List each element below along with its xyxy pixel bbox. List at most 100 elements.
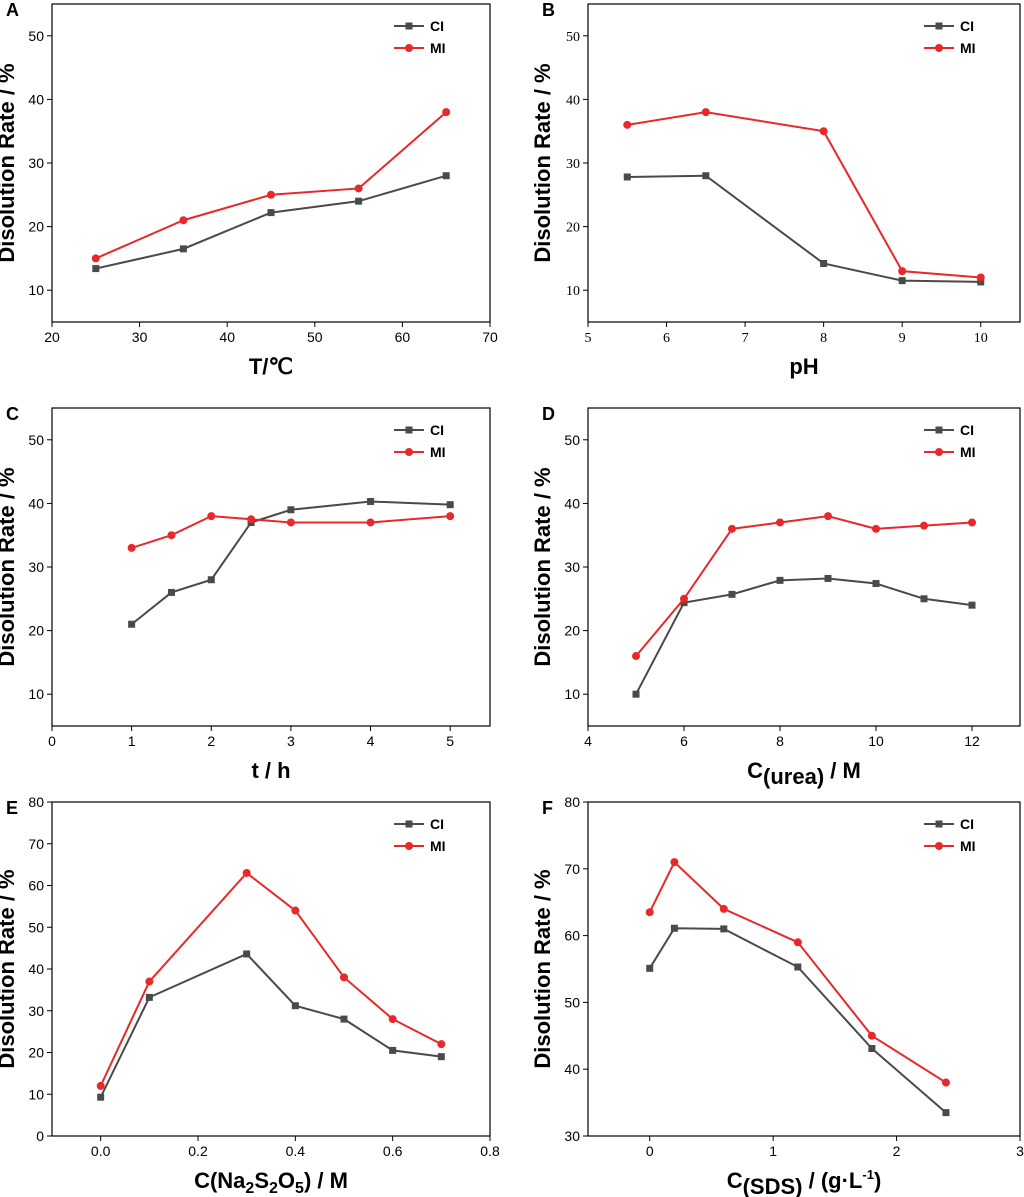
y-tick-label: 0 [36,1128,44,1144]
y-tick-label: 20 [564,623,580,639]
data-point-ci [291,1002,299,1010]
data-point-ci [977,278,985,286]
x-tick-label: 0.8 [480,1143,500,1159]
series-line-mi-d [635,515,973,657]
series-line-mi-f [648,860,947,1084]
data-point-ci [92,265,100,273]
panel-b: B 5 6 7 8 9 10 10 20 30 40 50 Disolution Rate / % pH C… [530,0,1021,379]
data-point-mi [701,108,710,117]
x-tick-label: 10 [868,733,884,749]
data-point-ci [794,963,802,971]
panel-letter-a: A [6,0,19,20]
y-tick-label: 50 [566,30,580,45]
data-point-mi [793,938,802,947]
data-point-mi [388,1015,397,1024]
data-point-mi [247,515,256,524]
legend-entry-ci: CI [924,422,974,438]
panel-letter-e: E [6,798,18,818]
y-tick-label: 80 [564,794,580,810]
x-title-sub: 2 [269,1180,278,1197]
y-tick-label: 10 [566,284,580,299]
x-tick-label: 4 [367,733,375,749]
series-line-ci-e [99,952,442,1098]
data-point-mi [670,858,679,867]
y-axis-title-c: Disolution Rate / % [0,467,19,666]
data-point-ci [243,950,251,958]
x-tick-label: 20 [44,329,60,345]
legend-entry-ci: CI [924,816,974,832]
x-tick-label: 30 [132,329,148,345]
x-title-end: ) [874,1168,881,1193]
x-axis-title-b: pH [789,354,818,379]
data-point-mi [719,904,728,913]
data-point-mi [442,108,451,117]
y-axis-title-f: Disolution Rate / % [530,869,555,1068]
legend-label: MI [960,40,976,56]
plot-frame-b [587,3,1021,323]
x-tick-label: 2 [207,733,215,749]
data-point-mi [776,518,784,527]
data-point-ci [632,690,640,698]
x-tick-label: 7 [742,331,749,346]
data-point-ci [167,588,175,596]
x-title-main: S [254,1168,269,1193]
plot-frame-f [587,801,1021,1137]
legend-label: CI [960,422,974,438]
data-point-mi [680,594,688,603]
x-tick-label: 3 [287,733,295,749]
legend-entry-mi: MI [924,444,976,460]
legend-marker-square [935,426,943,434]
data-point-mi [819,127,828,136]
y-axis-title-a: Disolution Rate / % [0,63,19,262]
x-tick-label: 10 [974,331,988,346]
data-point-mi [867,1031,876,1040]
x-tick-label: 5 [585,331,592,346]
legend-marker-circle [405,842,413,850]
x-axis-title-f: C(SDS) / (g·L-1) [727,1167,882,1197]
y-tick-label: 40 [564,495,580,511]
data-point-ci [920,595,928,603]
data-point-mi [976,273,985,282]
y-tick-label: 40 [564,1061,580,1077]
legend-marker-square [935,820,943,828]
data-point-ci [824,574,832,582]
data-point-mi [920,521,928,530]
data-point-mi [632,652,640,661]
x-tick-label: 2 [893,1143,901,1159]
y-axis-title-e: Disolution Rate / % [0,869,19,1068]
legend-entry-ci: CI [394,816,444,832]
y-tick-label: 80 [28,794,44,810]
data-point-mi [366,518,375,527]
x-tick-label: 0.6 [383,1143,403,1159]
x-tick-label: 1 [128,733,136,749]
panel-a: A 20 30 40 50 60 70 10 20 30 40 50 Disolution Rate /… [0,0,498,379]
legend-marker-circle [405,448,413,456]
plot-frame-d [587,407,1021,727]
data-point-mi [267,190,275,199]
x-tick-label: 0.2 [188,1143,208,1159]
x-title-rest: ) / M [304,1168,348,1193]
x-tick-label: 0 [646,1143,654,1159]
legend-label: CI [430,18,444,34]
x-tick-label: 40 [219,329,235,345]
y-tick-label: 40 [566,93,580,108]
y-tick-label: 30 [28,155,44,171]
series-line-ci-b [627,174,981,283]
data-point-ci [720,925,728,933]
x-title-sub: 5 [295,1180,304,1197]
data-point-ci [355,197,363,205]
y-tick-label: 60 [564,928,580,944]
legend-marker-circle [935,44,943,52]
x-axis-title-d: C(urea) / M [747,758,861,789]
y-tick-label: 10 [28,686,44,702]
legend-entry-ci: CI [394,422,444,438]
data-point-mi [242,868,251,877]
data-point-ci [702,172,710,180]
legend-entry-ci: CI [394,18,444,34]
data-point-ci [367,497,375,505]
legend-entry-mi: MI [394,40,446,56]
x-tick-label: 8 [820,331,827,346]
x-title-main: O [278,1168,295,1193]
data-point-mi [354,184,363,193]
panel-f: F 0 1 2 3 30 40 50 60 70 80 Disolution Rate / % C(SD… [530,794,1024,1197]
